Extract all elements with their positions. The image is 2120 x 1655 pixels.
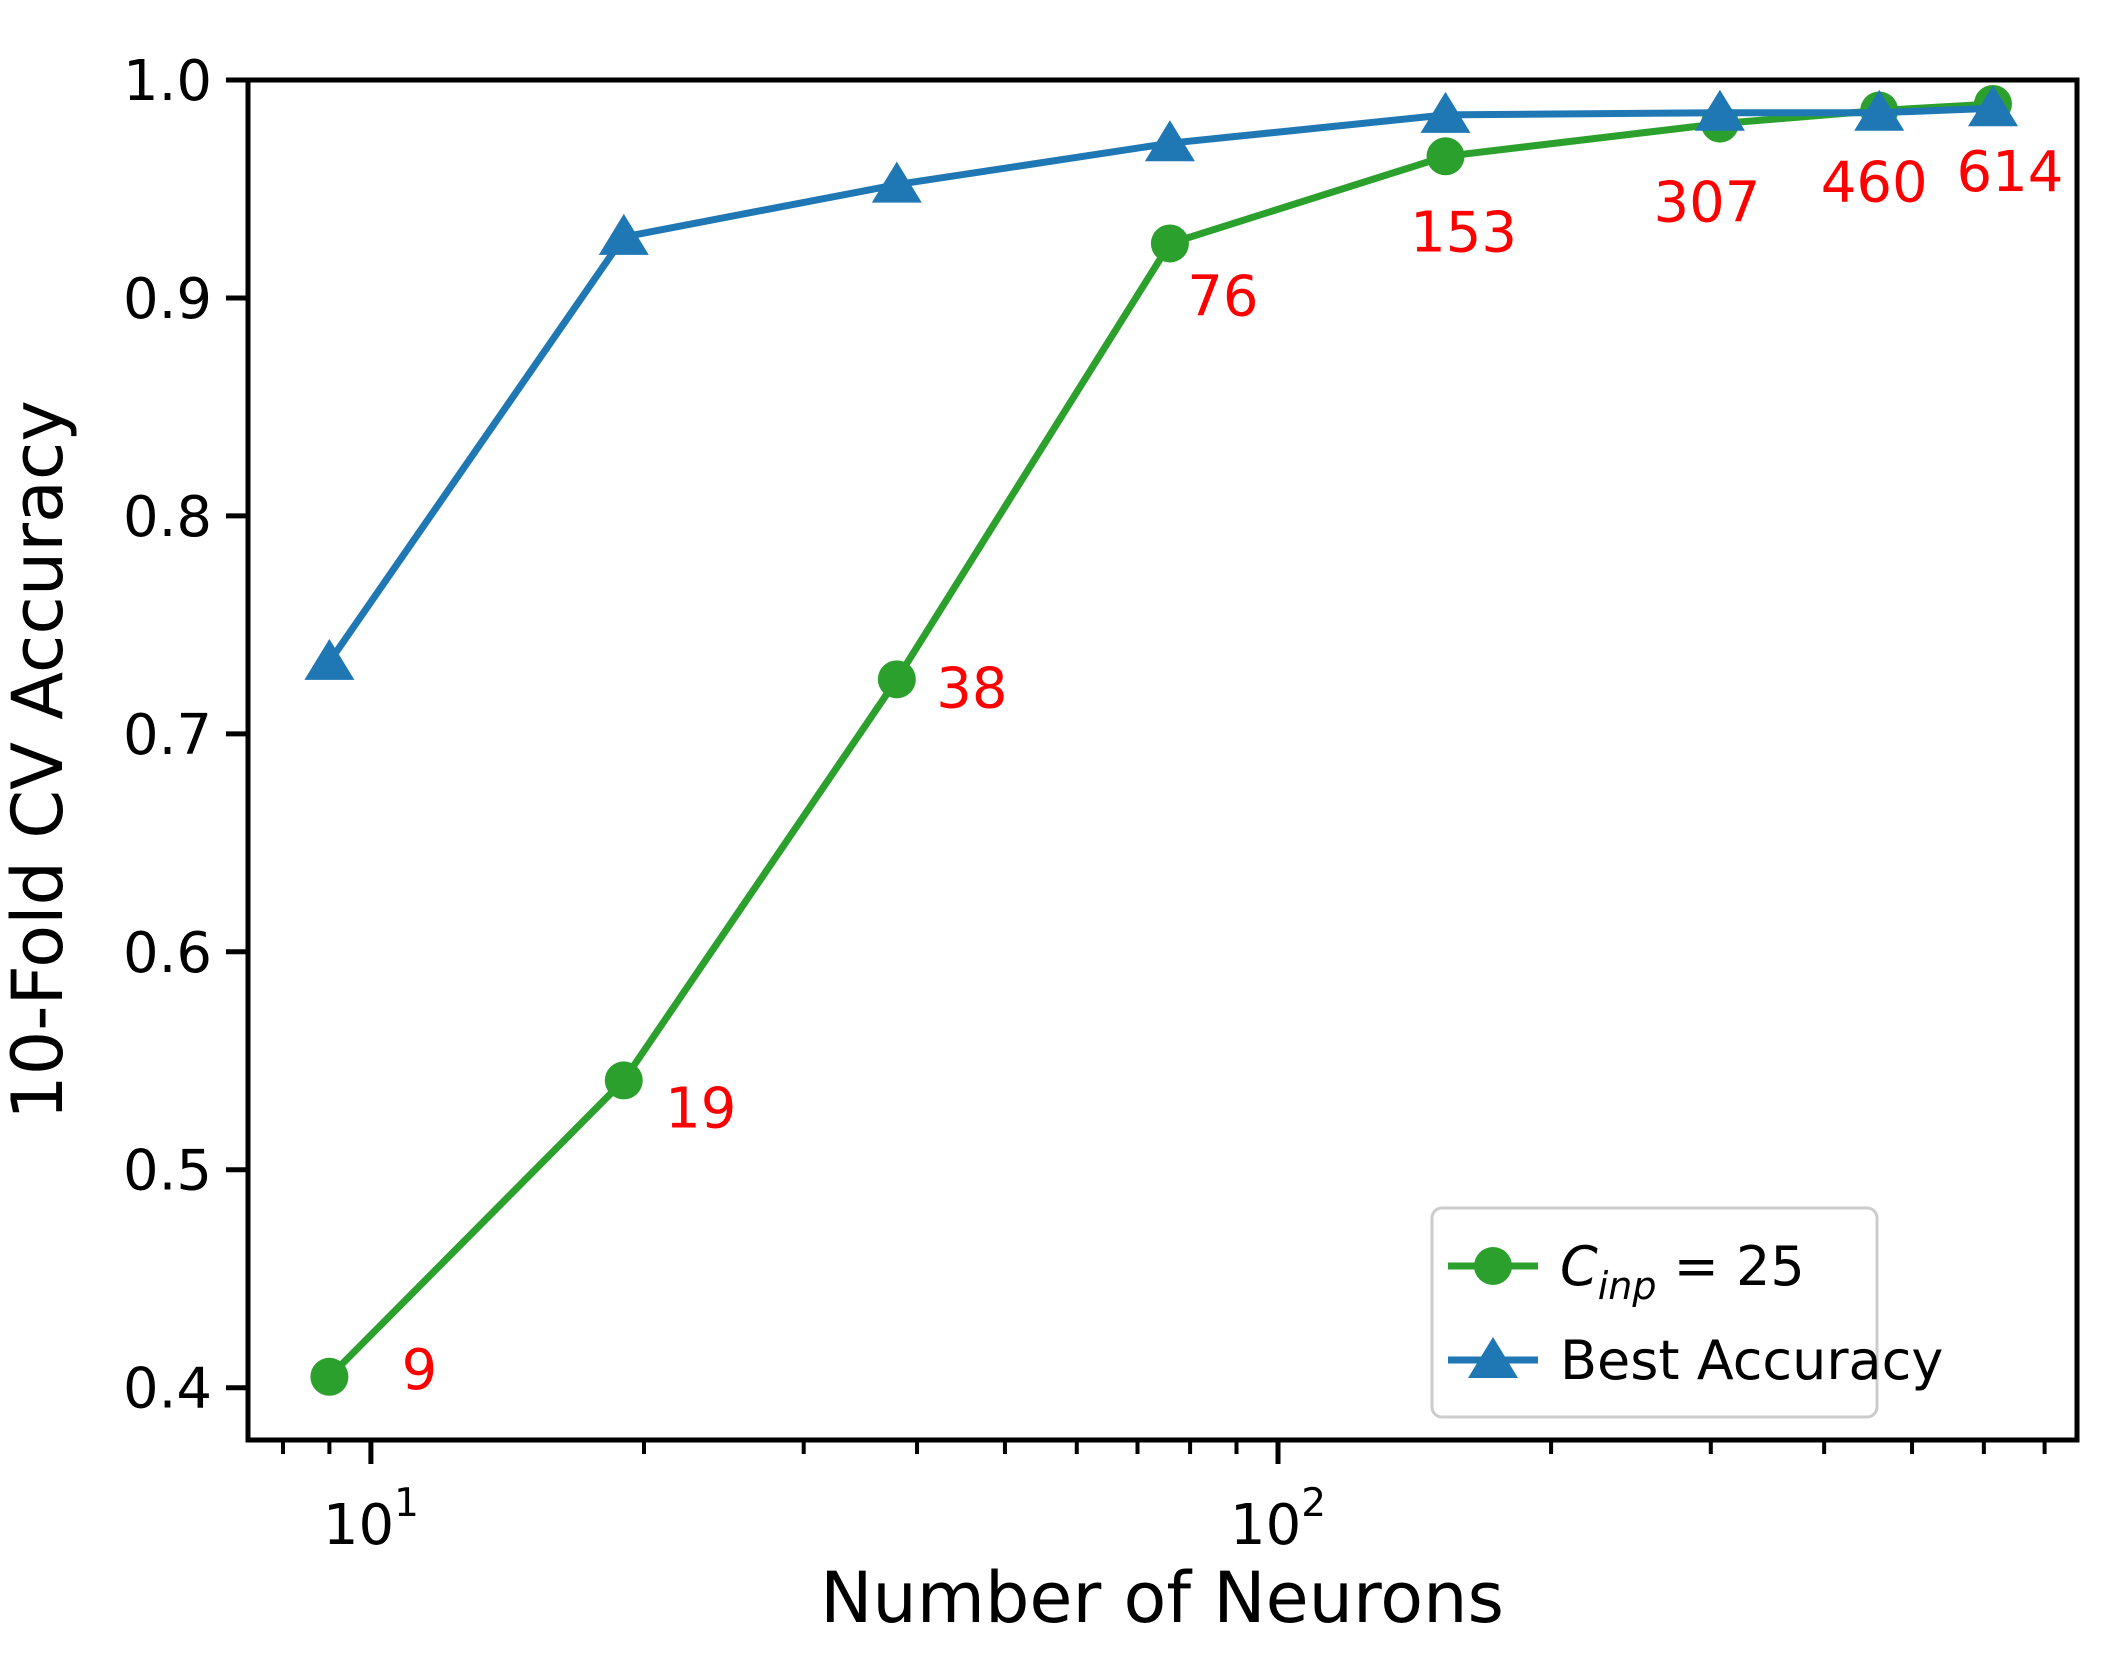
data-label: 9 [402, 1338, 438, 1403]
legend-marker-triangle [1468, 1337, 1518, 1378]
data-label: 76 [1187, 264, 1258, 329]
data-point-circle [310, 1357, 349, 1396]
plot-border [245, 77, 2080, 1443]
data-point-circle [877, 660, 916, 699]
legend-box [1430, 1206, 1879, 1419]
data-point-triangle [1854, 89, 1905, 131]
legend-entry-label: Best Accuracy [1560, 1329, 1943, 1392]
data-point-circle [1150, 224, 1189, 263]
data-label: 460 [1821, 151, 1928, 216]
y-tick-label: 0.4 [123, 1357, 212, 1422]
data-point-triangle [598, 213, 649, 255]
x-tick-label: 101 [323, 1481, 419, 1558]
data-point-triangle [1694, 89, 1745, 131]
data-label: 614 [1957, 140, 2064, 205]
data-label: 153 [1410, 200, 1517, 265]
legend-entry-label: Cinp = 25 [1560, 1235, 1805, 1308]
data-point-triangle [1144, 120, 1195, 162]
data-label: 38 [936, 656, 1007, 721]
data-point-circle [1426, 137, 1465, 176]
y-tick-label: 1.0 [123, 49, 212, 114]
x-tick-label: 102 [1230, 1481, 1326, 1558]
y-tick-label: 0.5 [123, 1139, 212, 1204]
x-axis-label: Number of Neurons [820, 1557, 1504, 1639]
y-tick-label: 0.8 [123, 485, 212, 550]
data-label: 19 [665, 1076, 736, 1141]
series-line-1 [325, 104, 1997, 666]
data-point-circle [604, 1061, 643, 1100]
data-point-triangle [1420, 91, 1471, 133]
series-line-0 [325, 100, 1997, 1381]
y-axis-label: 10-Fold CV Accuracy [0, 400, 79, 1120]
y-tick-label: 0.7 [123, 703, 212, 768]
data-point-triangle [1968, 85, 2018, 127]
data-point-triangle [871, 161, 922, 203]
legend-marker-circle [1474, 1247, 1512, 1285]
data-point-triangle [304, 638, 355, 680]
y-tick-label: 0.9 [123, 267, 212, 332]
y-tick-label: 0.6 [123, 921, 212, 986]
data-label: 307 [1653, 171, 1760, 236]
